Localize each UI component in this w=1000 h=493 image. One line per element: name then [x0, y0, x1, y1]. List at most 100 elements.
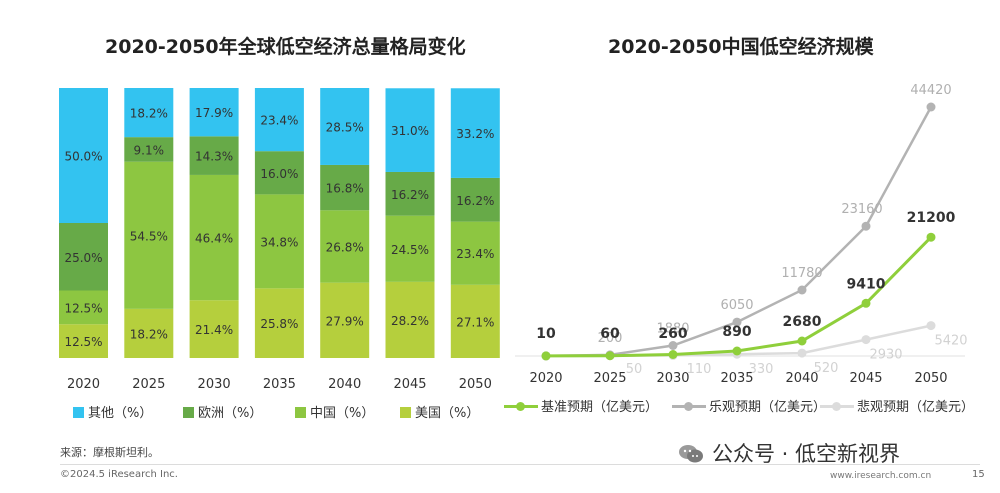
copyright: ©2024.5 iResearch Inc.	[60, 469, 178, 480]
data-point	[926, 232, 936, 242]
bar-segment	[320, 164, 370, 211]
bar-segment	[59, 223, 108, 291]
bar-value-label: 28.5%	[326, 120, 364, 134]
bar-value-label: 34.8%	[260, 235, 298, 249]
bar-value-label: 12.5%	[64, 335, 102, 349]
bar-value-label: 31.0%	[391, 124, 429, 138]
data-point	[797, 336, 807, 346]
bar-segment	[385, 88, 435, 172]
bar-segment	[124, 88, 174, 138]
bar-value-label: 24.5%	[391, 243, 429, 257]
bar-segment	[254, 88, 304, 152]
legend-swatch	[73, 407, 84, 418]
x-tick-label: 2025	[593, 371, 626, 386]
baseline-value-label: 890	[722, 324, 751, 340]
bar-segment	[450, 88, 500, 178]
bar-segment	[320, 282, 370, 358]
baseline-value-label: 260	[658, 326, 687, 342]
legend-swatch	[295, 407, 306, 418]
x-tick-label: 2035	[720, 371, 753, 386]
bar-segment	[320, 88, 370, 165]
bar-segment	[189, 88, 239, 137]
bar-segment	[189, 300, 239, 358]
data-point	[732, 317, 742, 327]
bar-value-label: 16.2%	[456, 194, 494, 208]
bar-segment	[59, 290, 108, 325]
bar-value-label: 25.8%	[260, 317, 298, 331]
x-tick-label: 2025	[132, 377, 165, 392]
bar-segment	[385, 281, 435, 358]
data-point	[668, 350, 678, 359]
legend-line-marker	[504, 401, 538, 411]
baseline-value-label: 9410	[847, 276, 886, 292]
bar-segment	[124, 161, 174, 309]
pessimistic-value-label: 110	[687, 362, 712, 377]
baseline-value-label: 2680	[783, 314, 822, 330]
bar-segment	[254, 151, 304, 195]
page-number: 15	[972, 469, 985, 480]
x-tick-label: 2020	[529, 371, 562, 386]
baseline-value-label: 21200	[907, 210, 956, 226]
data-point	[732, 346, 742, 356]
data-point	[541, 351, 551, 361]
bar-value-label: 25.0%	[64, 251, 102, 265]
pessimistic-value-label: 50	[626, 362, 643, 377]
x-tick-label: 2045	[393, 377, 426, 392]
footer-divider	[60, 464, 980, 465]
legend-label: 基准预期（亿美元）	[541, 400, 659, 415]
legend-label: 中国（%）	[310, 406, 375, 421]
bar-value-label: 27.1%	[456, 315, 494, 329]
legend-item: 基准预期（亿美元）	[504, 396, 658, 415]
wechat-icon	[678, 444, 704, 464]
wechat-watermark: 公众号 · 低空新视界	[678, 438, 900, 468]
optimistic-value-label: 1880	[656, 321, 689, 336]
baseline-value-label: 60	[600, 326, 620, 342]
legend-label: 乐观预期（亿美元）	[709, 400, 827, 415]
legend-item: 欧洲（%）	[183, 402, 262, 421]
bar-value-label: 50.0%	[64, 150, 102, 164]
data-point	[668, 341, 678, 350]
pessimistic-value-label: 520	[814, 361, 839, 376]
optimistic-value-label: 200	[598, 331, 623, 346]
source-note: 来源：摩根斯坦利。	[60, 446, 159, 459]
bar-value-label: 28.2%	[391, 314, 429, 328]
data-point	[926, 321, 936, 331]
legend-swatch	[183, 407, 194, 418]
bar-segment	[450, 284, 500, 358]
legend-label: 美国（%）	[415, 406, 480, 421]
legend-item: 乐观预期（亿美元）	[672, 396, 826, 415]
bar-value-label: 14.3%	[195, 150, 233, 164]
bar-value-label: 17.9%	[195, 106, 233, 120]
optimistic-value-label: 44420	[910, 83, 951, 98]
pessimistic-value-label: 2930	[869, 348, 902, 363]
bar-segment	[385, 215, 435, 282]
data-point	[861, 335, 871, 345]
bar-segment	[450, 221, 500, 285]
watermark-text: 公众号 · 低空新视界	[712, 442, 901, 466]
legend-swatch	[400, 407, 411, 418]
legend-item: 中国（%）	[295, 402, 374, 421]
bar-value-label: 16.0%	[260, 167, 298, 181]
legend-item: 美国（%）	[400, 402, 479, 421]
legend-item: 悲观预期（亿美元）	[820, 396, 974, 415]
bar-segment	[189, 174, 239, 301]
legend-label: 其他（%）	[88, 406, 153, 421]
right-chart-title: 2020-2050中国低空经济规模	[608, 36, 874, 58]
pessimistic-value-label: 330	[749, 362, 774, 377]
x-tick-label: 2035	[263, 377, 296, 392]
legend-label: 欧洲（%）	[198, 406, 263, 421]
bar-value-label: 27.9%	[326, 314, 364, 328]
bar-value-label: 46.4%	[195, 232, 233, 246]
left-chart-title: 2020-2050年全球低空经济总量格局变化	[105, 36, 466, 58]
bar-value-label: 18.2%	[130, 107, 168, 121]
bar-segment	[450, 177, 500, 222]
bar-value-label: 23.4%	[456, 247, 494, 261]
bar-segment	[124, 308, 174, 358]
bar-segment	[59, 88, 108, 223]
legend-line-marker	[820, 401, 854, 411]
x-tick-label: 2050	[914, 371, 947, 386]
x-tick-label: 2020	[67, 377, 100, 392]
bar-segment	[254, 194, 304, 289]
data-point	[605, 351, 615, 361]
